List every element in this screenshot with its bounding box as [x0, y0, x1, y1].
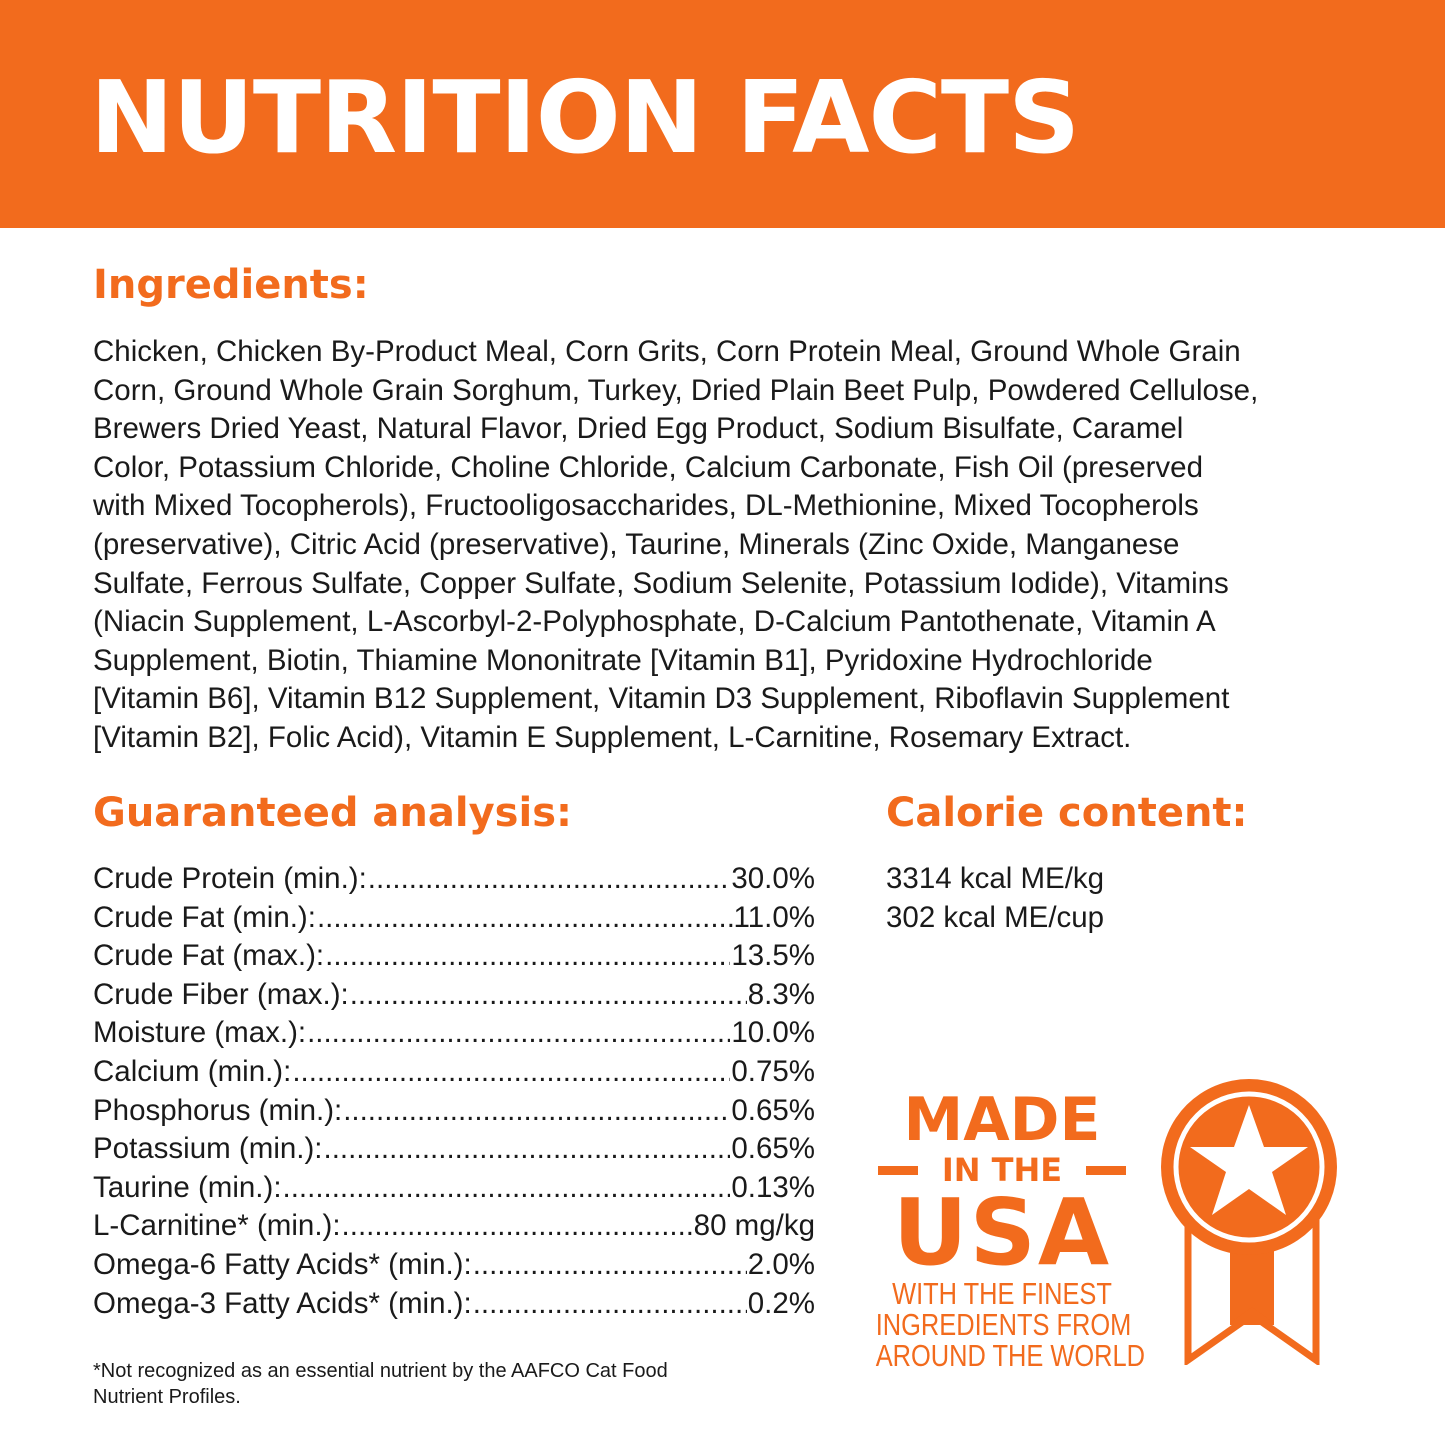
dot-leader [473, 1285, 747, 1324]
analysis-row: L-Carnitine* (min.): 80 mg/kg [93, 1207, 815, 1246]
dot-leader [343, 1092, 730, 1131]
dot-leader [283, 1169, 731, 1208]
page-title: NUTRITION FACTS [90, 59, 1080, 176]
dot-leader [342, 1207, 693, 1246]
ingredients-line: (Niacin Supplement, L-Ascorbyl-2-Polypho… [93, 605, 1216, 639]
analysis-label: Calcium (min.): [93, 1054, 292, 1088]
header-banner: NUTRITION FACTS [0, 0, 1445, 228]
badge-in-the-text: IN THE [941, 1151, 1063, 1189]
calorie-heading: Calorie content: [886, 790, 1248, 836]
badge-in-the: IN THE [878, 1152, 1126, 1188]
badge-tagline: AROUND THE WORLD [875, 1338, 1146, 1373]
analysis-value: 10.0% [731, 1016, 815, 1050]
dot-leader [307, 1014, 730, 1053]
footnote: *Not recognized as an essential nutrient… [93, 1358, 668, 1410]
medal-star-icon [1161, 1079, 1337, 1365]
analysis-row: Taurine (min.): 0.13% [93, 1169, 815, 1208]
ingredients-line: [Vitamin B6], Vitamin B12 Supplement, Vi… [93, 682, 1230, 716]
analysis-value: 0.75% [731, 1054, 815, 1088]
ingredients-line: with Mixed Tocopherols), Fructooligosacc… [93, 489, 1199, 523]
ingredients-line: Color, Potassium Chloride, Choline Chlor… [93, 450, 1203, 484]
analysis-label: Potassium (min.): [93, 1132, 323, 1166]
analysis-value: 2.0% [747, 1247, 815, 1281]
badge-divider [878, 1165, 918, 1175]
ingredients-heading: Ingredients: [93, 262, 369, 308]
calorie-line: 3314 kcal ME/kg [886, 862, 1105, 895]
ingredients-line: Chicken, Chicken By-Product Meal, Corn G… [93, 335, 1241, 368]
calorie-line: 302 kcal ME/cup [886, 900, 1105, 934]
badge-divider [1085, 1165, 1126, 1175]
analysis-label: Crude Fiber (max.): [93, 977, 349, 1011]
footnote-line: Nutrient Profiles. [93, 1386, 241, 1408]
analysis-label: Crude Protein (min.): [93, 862, 367, 895]
dot-leader [324, 1130, 731, 1169]
analysis-value: 80 mg/kg [693, 1209, 815, 1243]
analysis-value: 0.13% [731, 1170, 815, 1204]
footnote-line: *Not recognized as an essential nutrient… [93, 1360, 668, 1382]
analysis-label: Crude Fat (min.): [93, 900, 316, 934]
ingredients-line: Brewers Dried Yeast, Natural Flavor, Dri… [93, 412, 1184, 446]
analysis-value: 0.65% [731, 1093, 815, 1127]
analysis-value: 13.5% [731, 939, 815, 973]
dot-leader [325, 937, 730, 976]
analysis-row: Potassium (min.): 0.65% [93, 1130, 815, 1169]
analysis-label: Omega-6 Fatty Acids* (min.): [93, 1247, 472, 1281]
dot-leader [292, 1053, 730, 1092]
analysis-row: Calcium (min.): 0.75% [93, 1053, 815, 1092]
analysis-heading: Guaranteed analysis: [93, 790, 573, 836]
analysis-value: 0.2% [747, 1286, 815, 1320]
analysis-row: Omega-3 Fatty Acids* (min.): 0.2% [93, 1285, 815, 1324]
dot-leader [473, 1246, 747, 1285]
analysis-value: 30.0% [731, 862, 815, 895]
analysis-label: Omega-3 Fatty Acids* (min.): [93, 1286, 472, 1320]
analysis-label: Crude Fat (max.): [93, 939, 325, 973]
badge-usa: USA [892, 1179, 1112, 1286]
dot-leader [368, 860, 731, 899]
analysis-label: Moisture (max.): [93, 1016, 307, 1050]
analysis-value: 8.3% [747, 977, 815, 1011]
analysis-row: Phosphorus (min.): 0.65% [93, 1092, 815, 1131]
analysis-row: Moisture (max.): 10.0% [93, 1014, 815, 1053]
analysis-row: Crude Fiber (max.): 8.3% [93, 976, 815, 1015]
badge-made: MADE [903, 1085, 1101, 1155]
ingredients-line: (preservative), Citric Acid (preservativ… [93, 527, 1180, 561]
analysis-value: 0.65% [731, 1132, 815, 1166]
ingredients-line: Corn, Ground Whole Grain Sorghum, Turkey… [93, 373, 1259, 407]
ingredients-line: Sulfate, Ferrous Sulfate, Copper Sulfate… [93, 566, 1229, 600]
analysis-label: Phosphorus (min.): [93, 1093, 343, 1127]
ingredients-list: Chicken, Chicken By-Product Meal, Corn G… [93, 333, 1393, 758]
badge-tagline: INGREDIENTS FROM [875, 1307, 1132, 1342]
ingredients-line: Supplement, Biotin, Thiamine Mononitrate… [93, 643, 1153, 677]
analysis-row: Omega-6 Fatty Acids* (min.): 2.0% [93, 1246, 815, 1285]
dot-leader [350, 976, 747, 1015]
badge-tagline: WITH THE FINEST [892, 1276, 1112, 1311]
analysis-row: Crude Fat (min.): 11.0% [93, 899, 815, 938]
analysis-label: L-Carnitine* (min.): [93, 1209, 341, 1243]
analysis-table: Crude Protein (min.): 30.0% Crude Fat (min… [93, 860, 815, 1323]
analysis-label: Taurine (min.): [93, 1170, 282, 1204]
analysis-row: Crude Fat (max.): 13.5% [93, 937, 815, 976]
analysis-row: Crude Protein (min.): 30.0% [93, 860, 815, 899]
made-in-usa-badge: MADE IN THE USA WITH THE FINEST INGREDIE… [875, 1085, 1146, 1373]
calorie-content: 3314 kcal ME/kg 302 kcal ME/cup [886, 860, 1104, 937]
ingredients-line: [Vitamin B2], Folic Acid), Vitamin E Sup… [93, 720, 1132, 754]
analysis-value: 11.0% [733, 900, 815, 934]
dot-leader [317, 899, 733, 938]
